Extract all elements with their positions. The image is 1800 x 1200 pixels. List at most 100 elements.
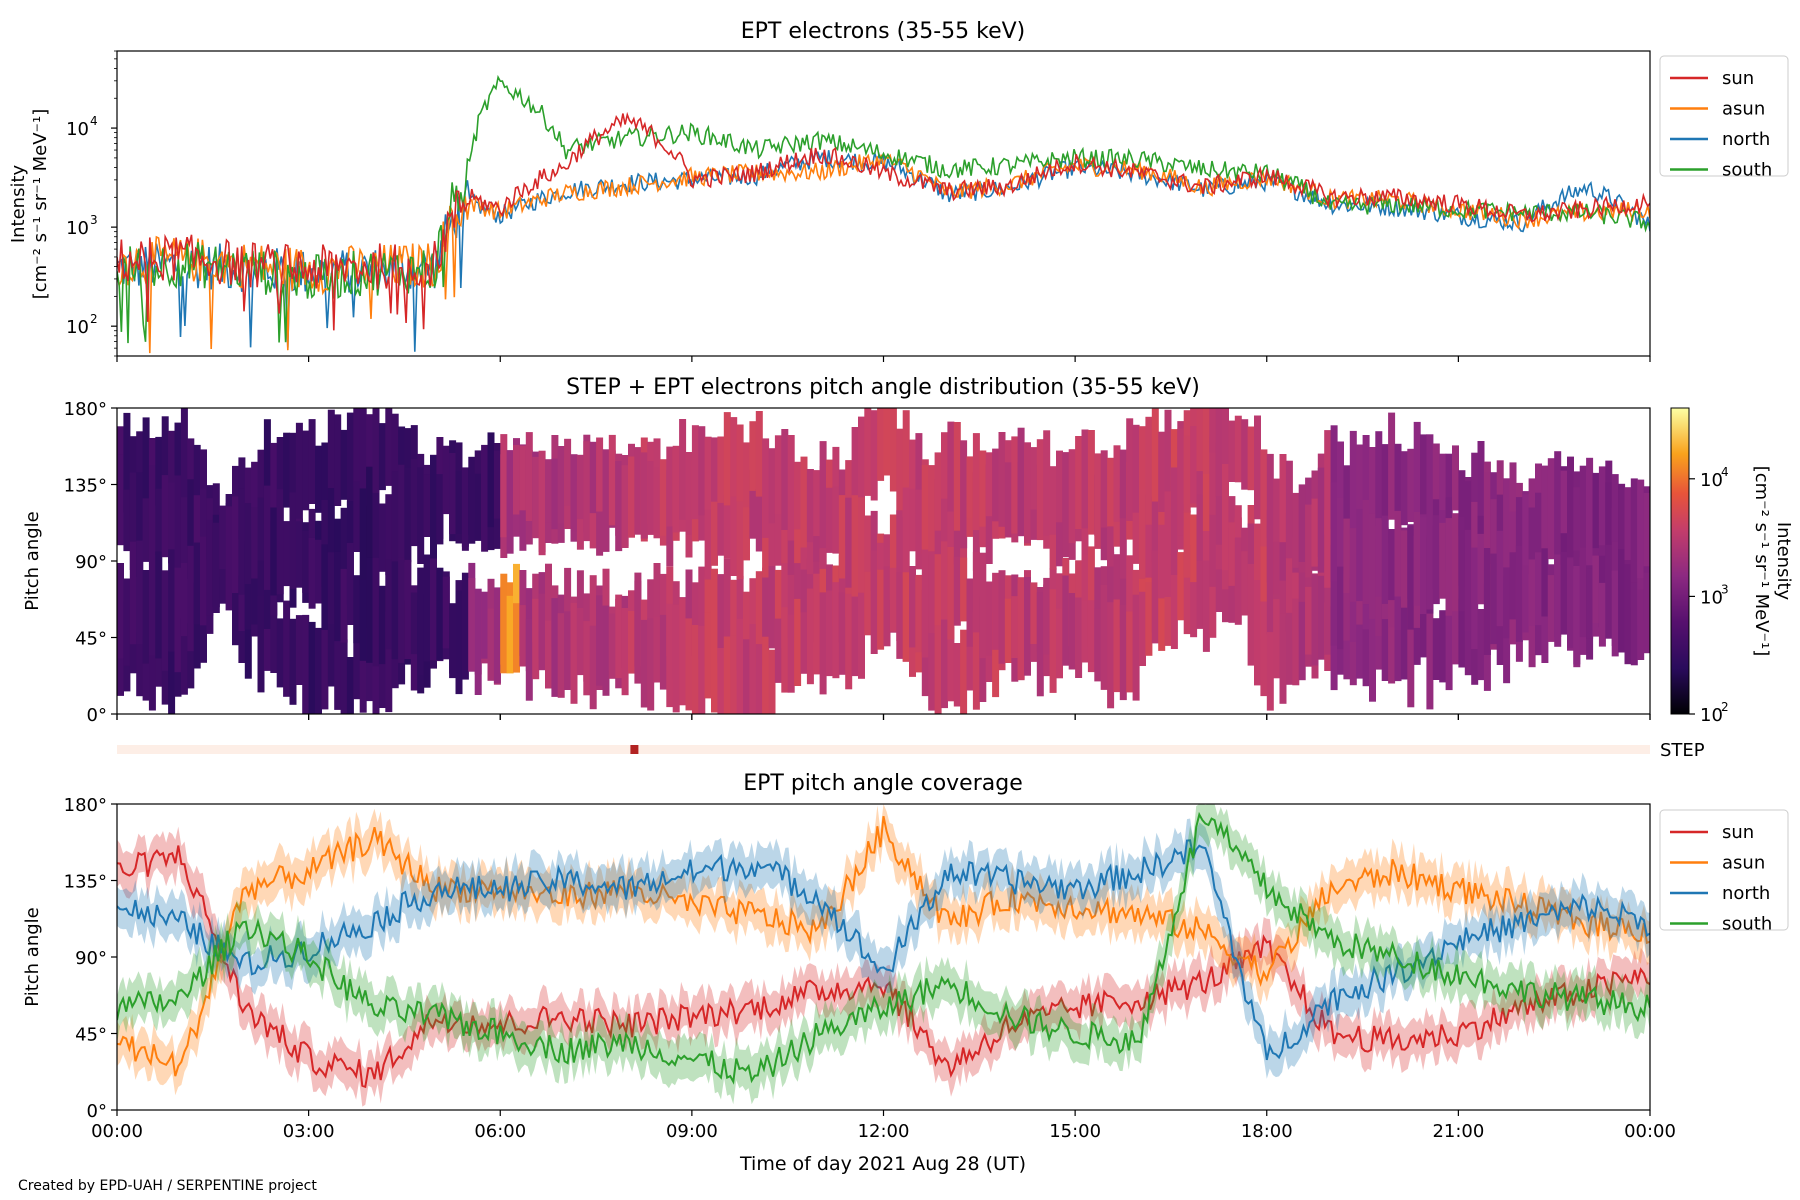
- heatmap-cell: [998, 570, 1006, 664]
- y-tick-label: 135°: [64, 476, 107, 497]
- heatmap-cell: [608, 613, 616, 679]
- heatmap-cell: [1202, 408, 1210, 474]
- heatmap-cell: [1586, 568, 1594, 639]
- heatmap-cell: [704, 612, 712, 699]
- north-series-line: [117, 150, 1650, 352]
- heatmap-cell: [972, 433, 980, 531]
- heatmap-cell: [142, 498, 150, 562]
- heatmap-cell: [257, 584, 265, 693]
- colorbar-tick-label: 10: [1700, 587, 1723, 608]
- legend-label-asun: asun: [1722, 853, 1765, 874]
- heatmap-cell: [417, 567, 425, 676]
- heatmap-cell: [315, 627, 322, 714]
- heatmap-cell: [768, 448, 776, 524]
- heatmap-cell: [928, 615, 936, 711]
- heatmap-cell: [1170, 467, 1178, 575]
- heatmap-cell: [941, 606, 948, 709]
- heatmap-cell: [1062, 575, 1070, 666]
- heatmap-cell: [1439, 610, 1447, 683]
- heatmap-cell: [858, 592, 865, 679]
- heatmap-cell: [270, 442, 278, 551]
- heatmap-cell: [327, 409, 335, 498]
- heatmap-cell: [1247, 564, 1255, 666]
- y-tick-label: 135°: [64, 872, 107, 893]
- heatmap-cell: [870, 410, 878, 501]
- heatmap-cell: [410, 592, 418, 655]
- heatmap-cell: [302, 530, 310, 593]
- heatmap-cell: [979, 450, 987, 527]
- heatmap-cell: [711, 610, 718, 713]
- heatmap-cell: [749, 624, 757, 714]
- heatmap-cell: [1547, 458, 1555, 560]
- heatmap-cell: [1107, 602, 1115, 709]
- heatmap-cell: [1439, 522, 1447, 599]
- heatmap-cell: [1049, 466, 1057, 535]
- heatmap-cell: [340, 429, 348, 500]
- heatmap-cell: [238, 488, 246, 595]
- heatmap-cell: [596, 437, 604, 512]
- heatmap-cell: [1317, 467, 1325, 573]
- heatmap-cell: [947, 626, 955, 702]
- heatmap-cell: [289, 432, 297, 502]
- heatmap-cell: [1151, 550, 1159, 644]
- heatmap-cell: [1145, 416, 1153, 525]
- heatmap-cell: [174, 422, 182, 524]
- heatmap-cell: [1234, 537, 1242, 625]
- heatmap-cell: [1528, 559, 1536, 626]
- heatmap-cell: [1509, 462, 1517, 552]
- heatmap-cell: [1215, 408, 1223, 497]
- heatmap-cell: [653, 563, 661, 658]
- heatmap-cell: [1158, 554, 1166, 651]
- heatmap-cell: [679, 419, 687, 520]
- heatmap-cell: [589, 575, 597, 660]
- heatmap-cell: [513, 445, 520, 515]
- heatmap-cell: [647, 618, 655, 711]
- heatmap-cell: [1637, 552, 1645, 626]
- heatmap-cell: [1535, 492, 1542, 566]
- heatmap-cell: [813, 573, 821, 675]
- heatmap-cell: [180, 563, 188, 637]
- heatmap-cell: [142, 417, 150, 509]
- heatmap-cell: [545, 459, 552, 523]
- heatmap-cell: [372, 492, 380, 564]
- heatmap-cell: [225, 506, 233, 611]
- heatmap-cell: [1630, 478, 1638, 585]
- heatmap-cell: [755, 411, 763, 497]
- heatmap-cell: [474, 473, 482, 541]
- heatmap-cell: [723, 558, 731, 644]
- heatmap-cell: [366, 414, 374, 506]
- heatmap-cell: [826, 590, 833, 677]
- heatmap-cell: [1637, 589, 1645, 660]
- heatmap-cell: [602, 449, 610, 552]
- x-axis-label: Time of day 2021 Aug 28 (UT): [739, 1153, 1026, 1175]
- heatmap-cell: [321, 628, 329, 710]
- heatmap-cell: [615, 594, 623, 679]
- heatmap-cell: [1477, 609, 1485, 681]
- heatmap-cell: [283, 432, 291, 508]
- heatmap-cell: [1624, 487, 1632, 560]
- heatmap-cell: [519, 605, 527, 667]
- heatmap-cell: [1554, 451, 1562, 560]
- heatmap-cell: [257, 449, 265, 538]
- heatmap-cell: [564, 611, 572, 690]
- heatmap-cell: [723, 412, 731, 506]
- heatmap-cell: [768, 482, 776, 566]
- panel3-xticks: 00:00 03:00 06:00 09:00 12:00 15:00 18:00 21:00…: [91, 1110, 1676, 1142]
- heatmap-cell: [404, 467, 412, 563]
- heatmap-cell: [1579, 465, 1587, 558]
- heatmap-cell: [1183, 435, 1191, 513]
- panel1-yunit: [cm⁻² s⁻¹ sr⁻¹ MeV⁻¹]: [30, 109, 51, 300]
- heatmap-cell: [1394, 510, 1402, 597]
- heatmap-cell: [1273, 518, 1281, 595]
- heatmap-cell: [1381, 515, 1389, 604]
- heatmap-cell: [1337, 554, 1344, 650]
- heatmap-cell: [806, 588, 814, 685]
- heatmap-cell: [691, 582, 699, 657]
- heatmap-cell: [123, 489, 131, 552]
- heatmap-cell: [263, 419, 271, 525]
- heatmap-cell: [730, 579, 738, 676]
- heatmap-cell: [1132, 424, 1140, 513]
- heatmap-cell: [1330, 425, 1338, 530]
- colorbar-tick-exponent: 3: [1721, 582, 1729, 596]
